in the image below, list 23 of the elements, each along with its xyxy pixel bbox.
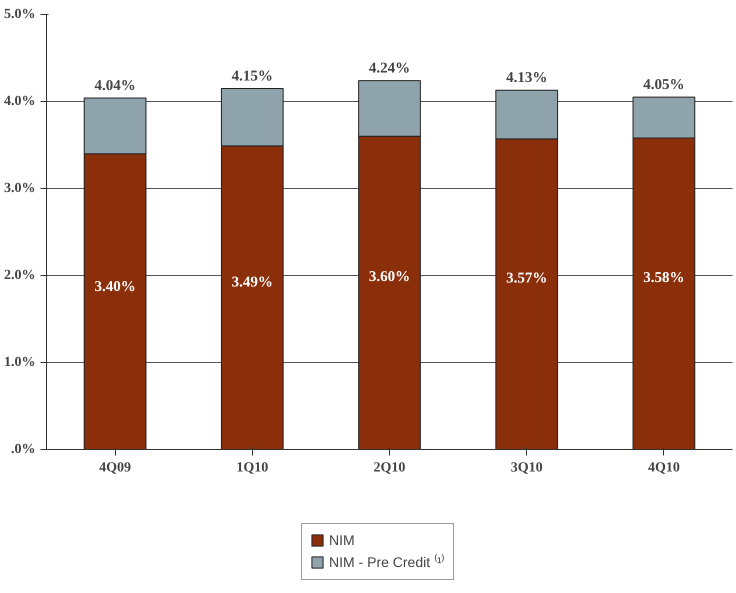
y-tick-label: 2.0% bbox=[4, 268, 36, 283]
y-tick-label: 1.0% bbox=[4, 355, 36, 370]
data-label: 3.57% bbox=[506, 270, 548, 287]
x-tick-label: 4Q09 bbox=[99, 460, 132, 476]
total-label: 4.04% bbox=[94, 78, 136, 94]
data-label: 3.60% bbox=[368, 269, 410, 286]
x-tick-label: 4Q10 bbox=[648, 460, 680, 476]
legend-label: NIM bbox=[329, 532, 355, 548]
data-label: 3.40% bbox=[94, 278, 136, 295]
total-label: 4.15% bbox=[232, 68, 273, 84]
data-label: 3.58% bbox=[643, 270, 685, 286]
x-tick-label: 1Q10 bbox=[236, 460, 268, 476]
y-tick-label: 4.0% bbox=[4, 94, 36, 109]
total-label: 4.05% bbox=[643, 77, 685, 94]
x-tick-label: 3Q10 bbox=[510, 460, 543, 476]
y-tick-label: 3.0% bbox=[4, 181, 36, 196]
legend-label: NIM - Pre Credit ⁽¹⁾ bbox=[329, 553, 445, 571]
total-label: 4.24% bbox=[368, 60, 410, 77]
y-tick-label: .0% bbox=[11, 442, 36, 457]
data-label: 3.49% bbox=[232, 274, 273, 291]
y-tick-label: 5.0% bbox=[4, 7, 36, 22]
total-label: 4.13% bbox=[506, 70, 548, 86]
x-tick-label: 2Q10 bbox=[374, 460, 406, 476]
